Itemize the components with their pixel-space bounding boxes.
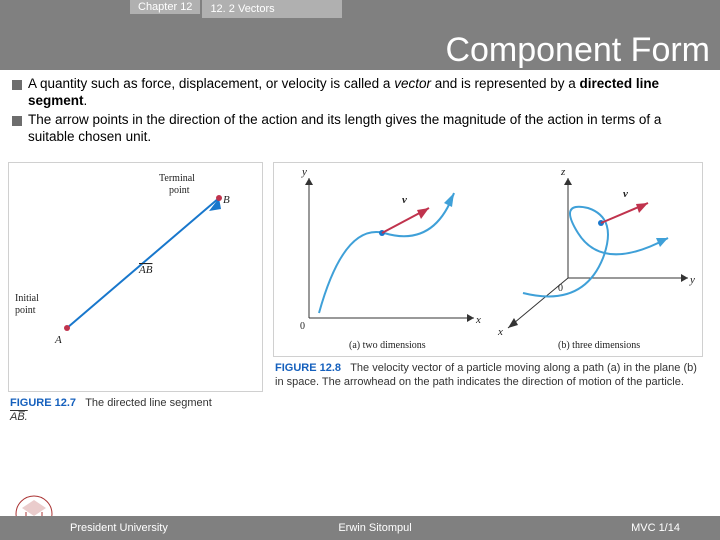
figure-bc: 0 x y v (a) two dimensions 0 y z x <box>273 162 703 357</box>
vector-3d-arrow <box>636 203 648 213</box>
curve-3d <box>523 206 668 296</box>
slide-footer: President University Erwin Sitompul MVC … <box>0 516 720 540</box>
figure-c-svg: 0 y z x v (b) three dimensions <box>488 163 702 358</box>
bullet-1-mid: and is represented by a <box>431 76 580 91</box>
axis-o-3d: 0 <box>558 283 563 294</box>
bullet-1-em: vector <box>394 76 431 91</box>
figures-row: Terminal point B A Initial point AB FIGU… <box>0 148 720 430</box>
label-initial: Initial <box>15 293 39 304</box>
figure-a-svg: Terminal point B A Initial point AB <box>9 163 264 393</box>
chapter-tab: Chapter 12 <box>130 0 202 14</box>
point-a <box>64 325 70 331</box>
label-point-i: point <box>15 305 36 316</box>
label-v-3d: v <box>623 188 628 200</box>
axis-x-2d: x <box>475 314 481 326</box>
bullet-icon <box>12 80 22 90</box>
bullet-2: The arrow points in the direction of the… <box>12 112 708 146</box>
point-b <box>216 195 222 201</box>
footer-right: MVC 1/14 <box>477 522 720 534</box>
figure-a-caption-tail: AB̅. <box>10 411 28 423</box>
label-b: B <box>223 194 230 206</box>
figure-a-label: FIGURE 12.7 <box>10 397 76 409</box>
bullet-1-pre: A quantity such as force, displacement, … <box>28 76 394 91</box>
header-tabs: Chapter 12 12. 2 Vectors <box>0 0 720 18</box>
axis-y-2d: y <box>301 166 307 178</box>
curve-2d-arrow <box>444 193 454 207</box>
bullet-1: A quantity such as force, displacement, … <box>12 76 708 110</box>
curve-2d <box>319 193 454 313</box>
figure-bc-caption: FIGURE 12.8 The velocity vector of a par… <box>273 357 703 395</box>
axis-x-3d: x <box>497 326 503 338</box>
label-point-t: point <box>169 185 190 196</box>
footer-left: President University <box>0 522 273 534</box>
footer-mid: Erwin Sitompul <box>273 522 476 534</box>
figure-bc-label: FIGURE 12.8 <box>275 362 341 374</box>
label-terminal: Terminal <box>159 173 195 184</box>
body-text: A quantity such as force, displacement, … <box>0 70 720 146</box>
figure-a-caption: FIGURE 12.7 The directed line segment AB… <box>8 392 263 430</box>
segment-ab <box>67 198 219 328</box>
figure-a-wrap: Terminal point B A Initial point AB FIGU… <box>8 162 263 430</box>
axis-z-3d: z <box>560 166 566 178</box>
bullet-icon <box>12 116 22 126</box>
sub-b: (b) three dimensions <box>558 340 640 351</box>
figure-b-svg: 0 x y v (a) two dimensions <box>274 163 488 358</box>
section-tab: 12. 2 Vectors <box>202 0 342 18</box>
section-label: 12. 2 Vectors <box>202 3 274 15</box>
label-v-2d: v <box>402 194 407 206</box>
slide-title: Component Form <box>445 31 710 70</box>
figure-a: Terminal point B A Initial point AB <box>8 162 263 392</box>
bullet-1-post: . <box>84 93 88 108</box>
figure-a-caption-text: The directed line segment <box>85 397 212 409</box>
label-ab-mid: AB <box>138 264 153 276</box>
slide-header: Chapter 12 12. 2 Vectors Component Form <box>0 0 720 70</box>
bullet-2-text: The arrow points in the direction of the… <box>28 112 708 146</box>
vector-2d-arrow <box>417 208 429 219</box>
label-a: A <box>54 334 62 346</box>
axis-o-2d: 0 <box>300 321 305 332</box>
figure-bc-wrap: 0 x y v (a) two dimensions 0 y z x <box>273 162 703 430</box>
axis-y-3d: y <box>689 274 695 286</box>
sub-a: (a) two dimensions <box>349 340 426 351</box>
